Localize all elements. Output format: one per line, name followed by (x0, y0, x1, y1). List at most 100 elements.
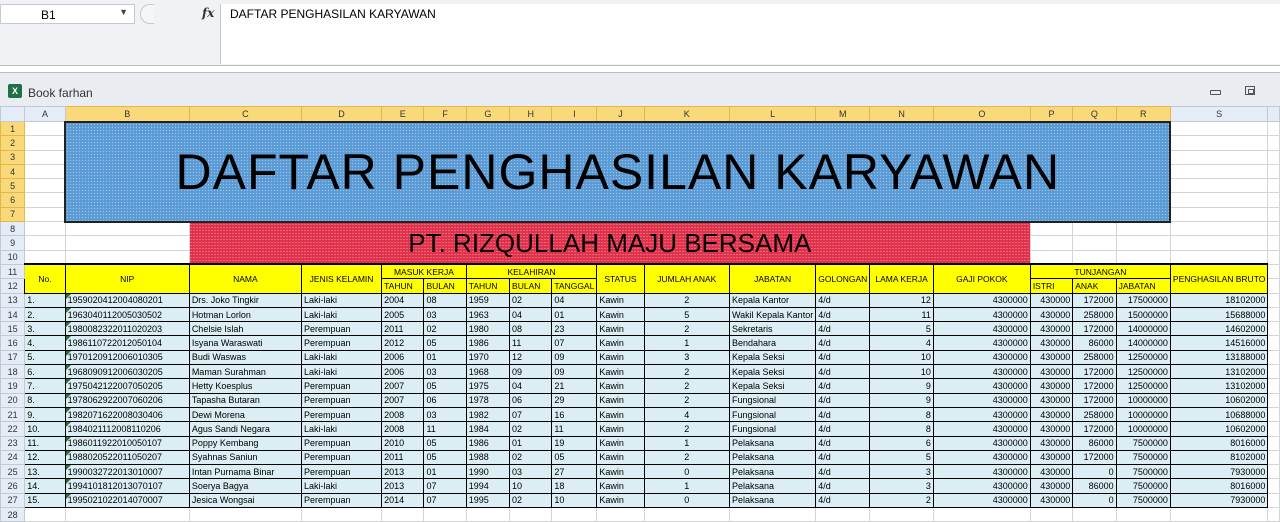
header-kl-bulan[interactable]: BULAN (509, 278, 553, 294)
cell-penghasilan-bruto[interactable]: 8102000 (1169, 449, 1269, 466)
cell-nama[interactable]: Poppy Kembang (188, 435, 302, 451)
cell-lahir-bulan[interactable]: 08 (509, 321, 553, 337)
cell-penghasilan-bruto[interactable]: 10688000 (1169, 406, 1269, 423)
cell-nip[interactable]: 1978062922007060206 (64, 392, 190, 408)
column-header-a[interactable]: A (24, 106, 66, 122)
column-header-h[interactable]: H (509, 106, 553, 122)
cell-golongan[interactable]: 4/d (815, 335, 871, 351)
cell-masuk-bulan[interactable]: 02 (423, 321, 467, 337)
cell[interactable] (64, 235, 190, 251)
cell-masuk-bulan[interactable]: 05 (423, 335, 467, 351)
cell-masuk-bulan[interactable]: 05 (423, 435, 467, 451)
cell-nip[interactable]: 1986011922010050107 (64, 435, 190, 451)
cell-masuk-tahun[interactable]: 2007 (381, 378, 425, 394)
chevron-down-icon[interactable]: ▼ (119, 7, 128, 17)
cell-nip[interactable]: 1995021022014070007 (64, 492, 190, 509)
cell-penghasilan-bruto[interactable]: 7930000 (1169, 464, 1269, 480)
cell-tunjangan-anak[interactable]: 172000 (1072, 321, 1117, 337)
cell-tunjangan-anak[interactable]: 172000 (1072, 364, 1117, 380)
cell-lahir-tahun[interactable]: 1995 (465, 492, 511, 509)
cell[interactable] (1072, 249, 1117, 265)
cell-lahir-tanggal[interactable]: 16 (551, 406, 598, 423)
column-header-b[interactable]: B (64, 106, 190, 122)
cell-masuk-tahun[interactable]: 2014 (381, 492, 425, 509)
cell-jabatan[interactable]: Kepala Seksi (728, 349, 817, 366)
cell-lahir-tanggal[interactable]: 09 (551, 364, 598, 380)
cell[interactable] (1169, 192, 1269, 208)
cell[interactable] (1267, 149, 1280, 165)
cell-status[interactable]: Kawin (596, 492, 645, 509)
cell-lahir-tahun[interactable]: 1982 (465, 406, 511, 423)
sheet-title-cell[interactable]: DAFTAR PENGHASILAN KARYAWAN (64, 120, 1172, 223)
cell-tunjangan-anak[interactable]: 86000 (1072, 435, 1117, 451)
cell[interactable] (1267, 421, 1280, 437)
cell-tunjangan-istri[interactable]: 430000 (1029, 421, 1074, 437)
cell-no[interactable]: 6. (24, 364, 66, 380)
header-bruto[interactable]: PENGHASILAN BRUTO (1169, 263, 1269, 294)
name-box[interactable]: B1 ▼ (0, 4, 135, 24)
cell[interactable] (381, 507, 425, 522)
cell-lama-kerja[interactable]: 4 (869, 335, 934, 351)
row-header-2[interactable]: 2 (0, 135, 26, 151)
row-header-3[interactable]: 3 (0, 149, 26, 165)
cell-no[interactable]: 13. (24, 464, 66, 480)
cell-lahir-tanggal[interactable]: 29 (551, 392, 598, 408)
row-header-27[interactable]: 27 (0, 492, 26, 509)
cell-lahir-tanggal[interactable]: 07 (551, 335, 598, 351)
cell[interactable] (1267, 335, 1280, 351)
cell-golongan[interactable]: 4/d (815, 349, 871, 366)
cell-penghasilan-bruto[interactable]: 8016000 (1169, 435, 1269, 451)
row-header-9[interactable]: 9 (0, 235, 26, 251)
cell-penghasilan-bruto[interactable]: 18102000 (1169, 292, 1269, 308)
cell[interactable] (643, 507, 730, 522)
cell-gaji-pokok[interactable]: 4300000 (932, 292, 1031, 308)
cell-tunjangan-istri[interactable]: 430000 (1029, 478, 1074, 494)
column-header-d[interactable]: D (300, 106, 383, 122)
cell-tunjangan-istri[interactable]: 430000 (1029, 492, 1074, 509)
column-header-p[interactable]: P (1029, 106, 1074, 122)
row-header-16[interactable]: 16 (0, 335, 26, 351)
row-header-6[interactable]: 6 (0, 192, 26, 208)
row-header-4[interactable]: 4 (0, 163, 26, 180)
cell[interactable] (24, 163, 66, 180)
cell-nip[interactable]: 1963040112005030502 (64, 306, 190, 323)
spreadsheet-grid[interactable]: A B C D E F G H I J K L M N O P Q R S 1 DAFTAR PENGHASILAN K… (0, 106, 1280, 522)
row-header-25[interactable]: 25 (0, 464, 26, 480)
cell-lahir-bulan[interactable]: 03 (509, 464, 553, 480)
cell-jabatan[interactable]: Pelaksana (728, 464, 817, 480)
row-header-20[interactable]: 20 (0, 392, 26, 408)
cell-jumlah-anak[interactable]: 2 (643, 292, 730, 308)
cell[interactable] (1267, 492, 1280, 509)
cell[interactable] (1267, 192, 1280, 208)
cell[interactable] (1267, 478, 1280, 494)
cell[interactable] (24, 221, 66, 237)
cell-tunjangan-istri[interactable]: 430000 (1029, 464, 1074, 480)
cell-tunjangan-jabatan[interactable]: 12500000 (1115, 378, 1171, 394)
cell-jabatan[interactable]: Fungsional (728, 406, 817, 423)
cell-status[interactable]: Kawin (596, 478, 645, 494)
cell-lama-kerja[interactable]: 10 (869, 364, 934, 380)
cell[interactable] (1267, 392, 1280, 408)
cell[interactable] (932, 507, 1031, 522)
cell-tunjangan-istri[interactable]: 430000 (1029, 392, 1074, 408)
cell-golongan[interactable]: 4/d (815, 492, 871, 509)
cell-golongan[interactable]: 4/d (815, 392, 871, 408)
cell-nip[interactable]: 1984021112008110206 (64, 421, 190, 437)
cell-lahir-tanggal[interactable]: 19 (551, 435, 598, 451)
column-header-m[interactable]: M (815, 106, 871, 122)
cell-lahir-tahun[interactable]: 1988 (465, 449, 511, 466)
cell-status[interactable]: Kawin (596, 435, 645, 451)
cell[interactable] (1169, 206, 1269, 223)
cell-gaji-pokok[interactable]: 4300000 (932, 364, 1031, 380)
cell-tunjangan-anak[interactable]: 172000 (1072, 392, 1117, 408)
cell-jenis-kelamin[interactable]: Laki-laki (300, 421, 383, 437)
cell-penghasilan-bruto[interactable]: 10602000 (1169, 392, 1269, 408)
cell-golongan[interactable]: 4/d (815, 435, 871, 451)
cell-no[interactable]: 14. (24, 478, 66, 494)
cell-tunjangan-istri[interactable]: 430000 (1029, 335, 1074, 351)
cell-status[interactable]: Kawin (596, 349, 645, 366)
column-header-o[interactable]: O (932, 106, 1031, 122)
cell-nama[interactable]: Drs. Joko Tingkir (188, 292, 302, 308)
cell[interactable] (1267, 306, 1280, 323)
cell-tunjangan-anak[interactable]: 172000 (1072, 292, 1117, 308)
